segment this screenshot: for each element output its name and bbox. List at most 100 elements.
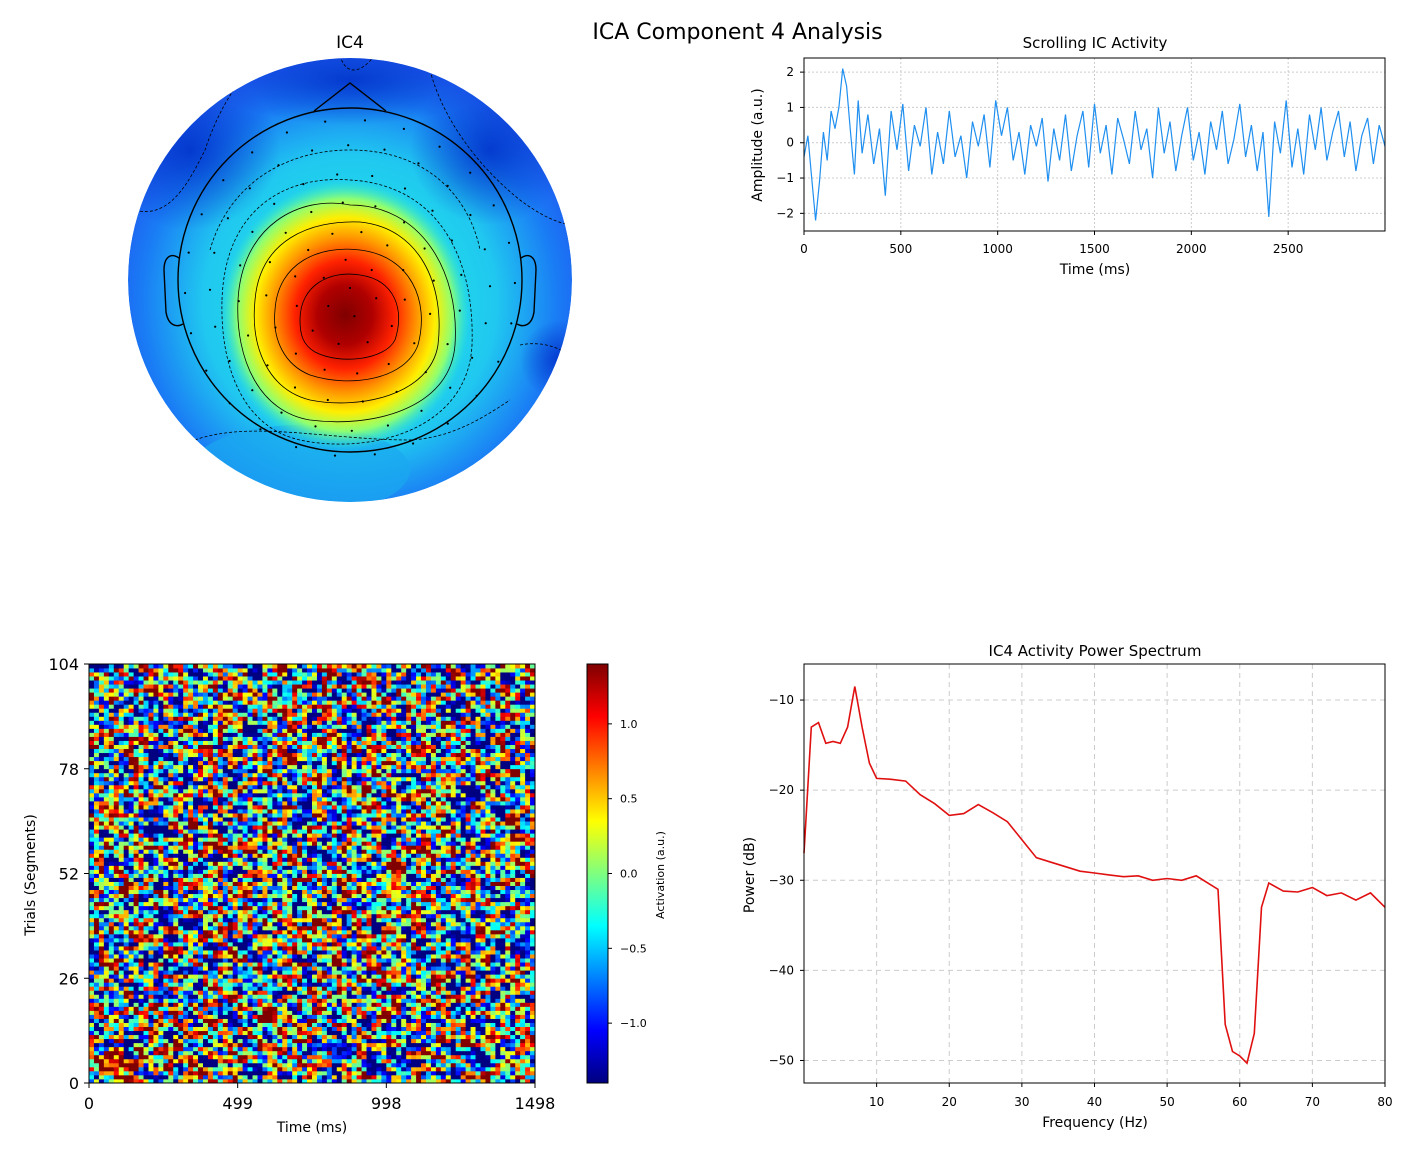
erp-cell (391, 1074, 397, 1080)
erp-cell (217, 974, 224, 979)
erp-cell (282, 994, 288, 999)
erp-cell (252, 1010, 258, 1015)
erp-cell (515, 1078, 521, 1084)
erp-cell (391, 941, 397, 947)
erp-cell (351, 950, 357, 955)
erp-cell (425, 921, 432, 927)
erp-cell (361, 994, 367, 999)
erp-cell (321, 937, 328, 943)
erp-cell (406, 1010, 412, 1015)
erp-cell (247, 1074, 253, 1080)
erp-cell (257, 1026, 263, 1032)
erp-cell (421, 1034, 427, 1040)
erp-cell (193, 1018, 199, 1023)
erp-cell (262, 869, 268, 874)
erp-cell (178, 865, 184, 870)
erp-cell (356, 929, 362, 935)
erp-cell (495, 893, 501, 899)
erp-cell (222, 1038, 229, 1044)
erp-cell (287, 913, 293, 919)
erp-cell (183, 941, 189, 947)
erp-cell (361, 925, 367, 931)
erp-cell (341, 1046, 348, 1052)
erp-cell (143, 921, 149, 927)
erp-cell (212, 954, 219, 959)
erp-cell (93, 909, 100, 915)
erp-cell (277, 925, 283, 931)
erp-cell (188, 897, 194, 903)
erp-cell (113, 974, 120, 979)
erp-cell (341, 1050, 348, 1056)
erp-cell (287, 1062, 293, 1068)
erp-cell (108, 1026, 115, 1032)
erp-cell (530, 1002, 536, 1007)
erp-cell (485, 1046, 491, 1052)
sensor-dot (251, 151, 254, 154)
erp-cell (178, 974, 184, 979)
erp-cell (346, 954, 353, 959)
erp-cell (520, 1054, 526, 1060)
erp-cell (227, 889, 234, 895)
erp-cell (425, 1018, 432, 1023)
erp-cell (178, 1026, 184, 1032)
erp-cell (316, 1046, 323, 1052)
erp-cell (302, 950, 308, 955)
erp-cell (351, 909, 357, 915)
erp-cell (202, 978, 209, 983)
sensor-dot (412, 442, 415, 445)
erp-cell (460, 982, 467, 987)
erp-cell (257, 1006, 263, 1011)
erp-cell (302, 974, 308, 979)
erp-cell (411, 1066, 417, 1072)
erp-cell (123, 990, 130, 995)
erp-cell (386, 950, 392, 955)
erp-cell (525, 1030, 531, 1036)
erp-cell (103, 966, 110, 971)
erp-cell (460, 929, 467, 935)
erp-cell (217, 1026, 224, 1032)
erp-cell (183, 905, 189, 911)
erp-cell (470, 966, 476, 971)
erp-cell (207, 986, 214, 991)
erp-cell (287, 950, 293, 955)
erp-cell (163, 869, 169, 874)
erp-cell (465, 1018, 471, 1023)
erp-cell (188, 873, 194, 878)
erp-cell (128, 1070, 134, 1076)
erp-cell (465, 1062, 471, 1068)
erp-cell (440, 1030, 447, 1036)
erp-cell (133, 941, 139, 947)
erp-cell (425, 869, 432, 874)
erp-cell (227, 1050, 234, 1056)
erp-cell (485, 1026, 491, 1032)
erp-cell (232, 1050, 239, 1056)
erp-cell (188, 986, 194, 991)
erp-cell (490, 978, 496, 983)
erp-cell (247, 954, 253, 959)
erp-cell (287, 958, 293, 963)
erp-cell (500, 1038, 506, 1044)
erp-cell (138, 1070, 144, 1076)
erp-cell (455, 1042, 462, 1048)
erp-cell (505, 889, 511, 895)
erp-cell (163, 1026, 169, 1032)
erp-cell (321, 1078, 328, 1084)
erp-cell (297, 889, 303, 895)
erp-cell (128, 978, 134, 983)
erp-cell (282, 869, 288, 874)
erp-cell (207, 1014, 214, 1019)
erp-cell (123, 921, 130, 927)
erp-cell (351, 1034, 357, 1040)
erp-cell (247, 869, 253, 874)
erp-cell (143, 1046, 149, 1052)
erp-cell (222, 1066, 229, 1072)
erp-cell (277, 1018, 283, 1023)
erp-cell (93, 933, 100, 939)
erp-cell (282, 865, 288, 870)
erp-cell (237, 998, 244, 1003)
erp-cell (346, 978, 353, 983)
erp-cell (331, 1002, 338, 1007)
erp-cell (128, 1066, 134, 1072)
erp-cell (455, 990, 462, 995)
erp-cell (89, 1074, 95, 1080)
